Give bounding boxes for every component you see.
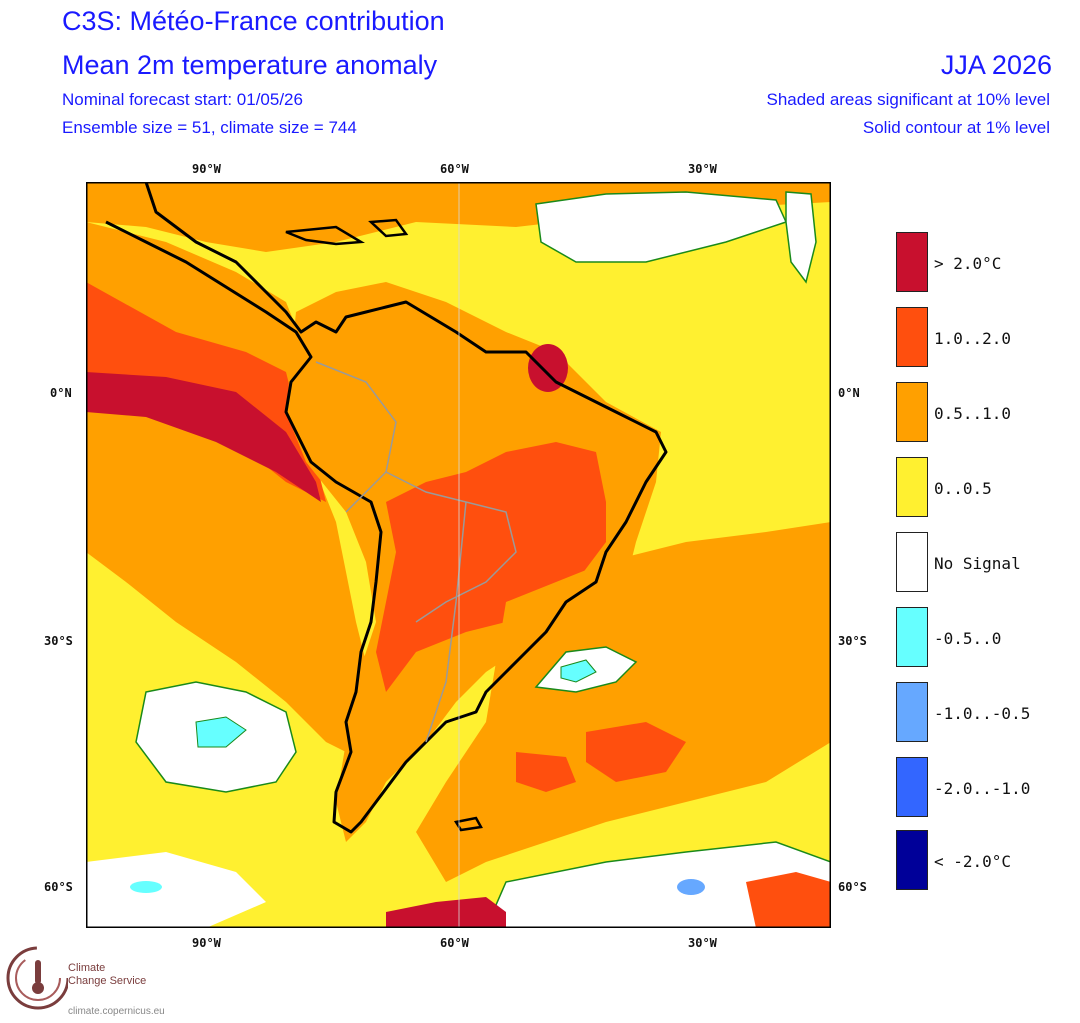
shading-note: Shaded areas significant at 10% level	[766, 90, 1050, 109]
legend-swatch	[896, 607, 928, 667]
legend-label: 0..0.5	[934, 479, 992, 498]
legend-swatch	[896, 307, 928, 367]
shade-red-orange	[516, 752, 576, 792]
left-lat-label: 60°S	[44, 880, 73, 894]
coastline-island	[368, 218, 409, 238]
coastline	[105, 182, 668, 834]
legend-swatch	[896, 757, 928, 817]
shade-dark-red	[86, 372, 321, 502]
shade-dark-red	[528, 344, 568, 392]
season-label: JJA 2026	[940, 50, 1052, 80]
logo-url: climate.copernicus.eu	[68, 1006, 165, 1017]
legend-swatch	[896, 232, 928, 292]
shade-no-signal	[535, 191, 788, 263]
bottom-lon-label: 30°W	[688, 936, 717, 950]
legend-swatch	[896, 830, 928, 890]
shade-orange	[416, 522, 831, 882]
legend-label: -2.0..-1.0	[934, 779, 1031, 798]
shade-red-orange	[746, 872, 831, 928]
legend-swatch	[896, 382, 928, 442]
logo-line1: Climate	[68, 962, 106, 974]
legend-item: No Signal	[896, 532, 1036, 594]
left-lat-label: 0°N	[50, 386, 72, 400]
shade-red-orange	[376, 442, 606, 692]
map-title: C3S: Météo-France contribution	[62, 6, 445, 36]
shade-dark-red	[386, 897, 506, 928]
legend-label: < -2.0°C	[934, 852, 1012, 871]
legend-item: 0.5..1.0	[896, 382, 1036, 444]
right-lat-label: 30°S	[838, 634, 867, 648]
shade-no-signal	[485, 841, 831, 928]
country-border	[425, 501, 467, 743]
anomaly-map	[86, 182, 831, 928]
shade-cyan	[195, 716, 247, 748]
legend-item: -1.0..-0.5	[896, 682, 1036, 744]
logo-text: Climate Change Service	[68, 962, 146, 988]
left-lat-label: 30°S	[44, 634, 73, 648]
legend-label: > 2.0°C	[934, 254, 1002, 273]
coastline-island	[285, 225, 365, 246]
copernicus-logo: Climate Change Service climate.copernicu…	[0, 936, 220, 1023]
shade-cyan	[560, 659, 597, 683]
legend-item: > 2.0°C	[896, 232, 1036, 294]
map-subtitle: Mean 2m temperature anomaly	[62, 50, 438, 80]
bottom-lon-label: 90°W	[192, 936, 221, 950]
legend-label: -1.0..-0.5	[934, 704, 1031, 723]
map-frame	[86, 182, 831, 928]
bottom-lon-label: 60°W	[440, 936, 469, 950]
shade-no-signal	[785, 191, 817, 284]
contour-note: Solid contour at 1% level	[862, 118, 1050, 137]
logo-line2: Change Service	[68, 975, 147, 987]
legend-item: -0.5..0	[896, 607, 1036, 669]
legend-label: No Signal	[934, 554, 1021, 573]
top-lon-label: 60°W	[440, 162, 469, 176]
legend-swatch	[896, 457, 928, 517]
top-lon-label: 90°W	[192, 162, 221, 176]
forecast-start: Nominal forecast start: 01/05/26	[62, 90, 303, 109]
legend-item: -2.0..-1.0	[896, 757, 1036, 819]
right-lat-label: 0°N	[838, 386, 860, 400]
legend-item: < -2.0°C	[896, 830, 1036, 892]
legend-item: 1.0..2.0	[896, 307, 1036, 369]
ensemble-size: Ensemble size = 51, climate size = 744	[62, 118, 357, 137]
legend-item: 0..0.5	[896, 457, 1036, 519]
shade-light-blue	[677, 879, 705, 895]
legend-label: -0.5..0	[934, 629, 1002, 648]
country-border	[345, 471, 387, 513]
top-lon-label: 30°W	[688, 162, 717, 176]
legend-label: 0.5..1.0	[934, 404, 1012, 423]
shade-cyan	[130, 881, 162, 893]
shade-red-orange	[586, 722, 686, 782]
legend-label: 1.0..2.0	[934, 329, 1012, 348]
legend-swatch	[896, 682, 928, 742]
legend-swatch	[896, 532, 928, 592]
thermometer-icon	[6, 946, 68, 1010]
right-lat-label: 60°S	[838, 880, 867, 894]
shade-no-signal	[86, 852, 266, 928]
